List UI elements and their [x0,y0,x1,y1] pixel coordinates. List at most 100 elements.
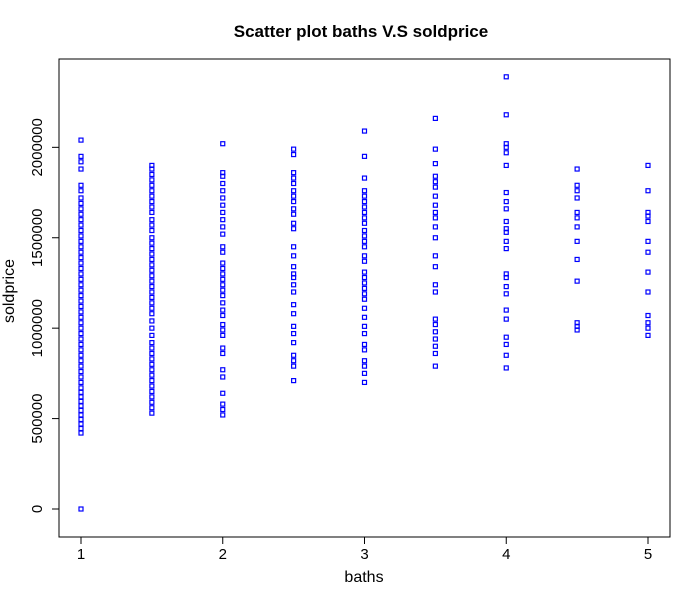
data-point [645,332,651,338]
data-point [361,291,368,297]
data-point [432,329,438,335]
data-point [220,202,226,208]
data-point [149,240,155,246]
data-point [78,227,84,234]
data-point [432,193,438,199]
data-point [361,188,368,194]
data-point [78,233,84,239]
data-point [220,345,226,351]
data-point [645,238,651,244]
data-point [432,215,438,221]
data-point [432,184,438,190]
x-tick-label: 5 [644,546,652,563]
data-point [432,179,438,185]
data-point [78,374,84,380]
data-point [432,264,438,270]
data-point [291,302,297,308]
data-point [78,330,84,337]
data-point [574,195,580,201]
data-point [78,303,84,310]
data-point [432,235,438,241]
data-point [220,217,226,223]
data-point [78,385,84,391]
data-point [220,265,226,272]
data-point [361,323,368,329]
data-point [149,222,155,228]
data-point [78,358,84,364]
data-point [432,350,438,357]
data-point [503,141,509,147]
data-point [149,305,155,311]
data-point [503,365,509,371]
data-point [149,227,155,234]
data-point [78,188,84,194]
data-point [503,291,509,297]
data-point [361,244,368,250]
data-point [220,390,226,396]
data-point [220,195,226,201]
data-point [291,146,297,152]
data-point [78,341,84,348]
y-axis-label: soldprice [1,259,18,323]
y-tick-label: 500000 [29,394,46,444]
data-point [78,368,84,375]
data-point [432,202,438,208]
data-point [291,226,297,232]
data-point [220,224,226,230]
data-point [291,311,297,317]
data-point [220,141,226,147]
data-point [291,323,297,329]
data-point [574,166,580,172]
data-point [361,258,368,264]
data-point [291,378,297,384]
data-point [503,316,509,322]
data-point [78,222,84,228]
data-point [503,162,509,169]
data-point [78,407,84,414]
data-point [361,370,368,376]
data-point [78,416,84,423]
data-point [78,182,84,188]
data-point [291,211,297,217]
data-point [149,325,155,331]
data-point [291,188,297,194]
data-point [149,162,155,169]
data-point [291,289,297,295]
data-point [291,220,297,226]
data-point [361,175,368,181]
data-point [78,314,84,320]
data-point [78,379,84,386]
data-point [220,276,226,282]
data-point [503,352,509,358]
data-point [220,350,226,357]
data-point [78,153,84,159]
data-point [149,405,155,411]
data-point [574,188,580,194]
data-point [220,287,226,293]
data-point [78,159,84,165]
data-point [503,226,509,232]
data-point [574,278,580,284]
data-point [78,282,84,288]
data-point [149,410,155,416]
data-point [432,146,438,152]
data-point [149,361,155,367]
data-point [220,406,226,413]
data-point [574,182,580,188]
data-point [78,244,84,250]
data-point [361,358,368,364]
data-point [503,307,509,313]
data-point [220,231,226,237]
data-point [149,193,155,199]
data-point [149,267,155,273]
data-point [220,327,226,333]
data-point [149,372,155,378]
data-point [432,253,438,259]
data-point [149,262,155,268]
data-point [149,188,155,194]
data-point [149,345,155,351]
data-point [291,264,297,270]
data-point [432,209,438,216]
data-point [432,173,438,179]
